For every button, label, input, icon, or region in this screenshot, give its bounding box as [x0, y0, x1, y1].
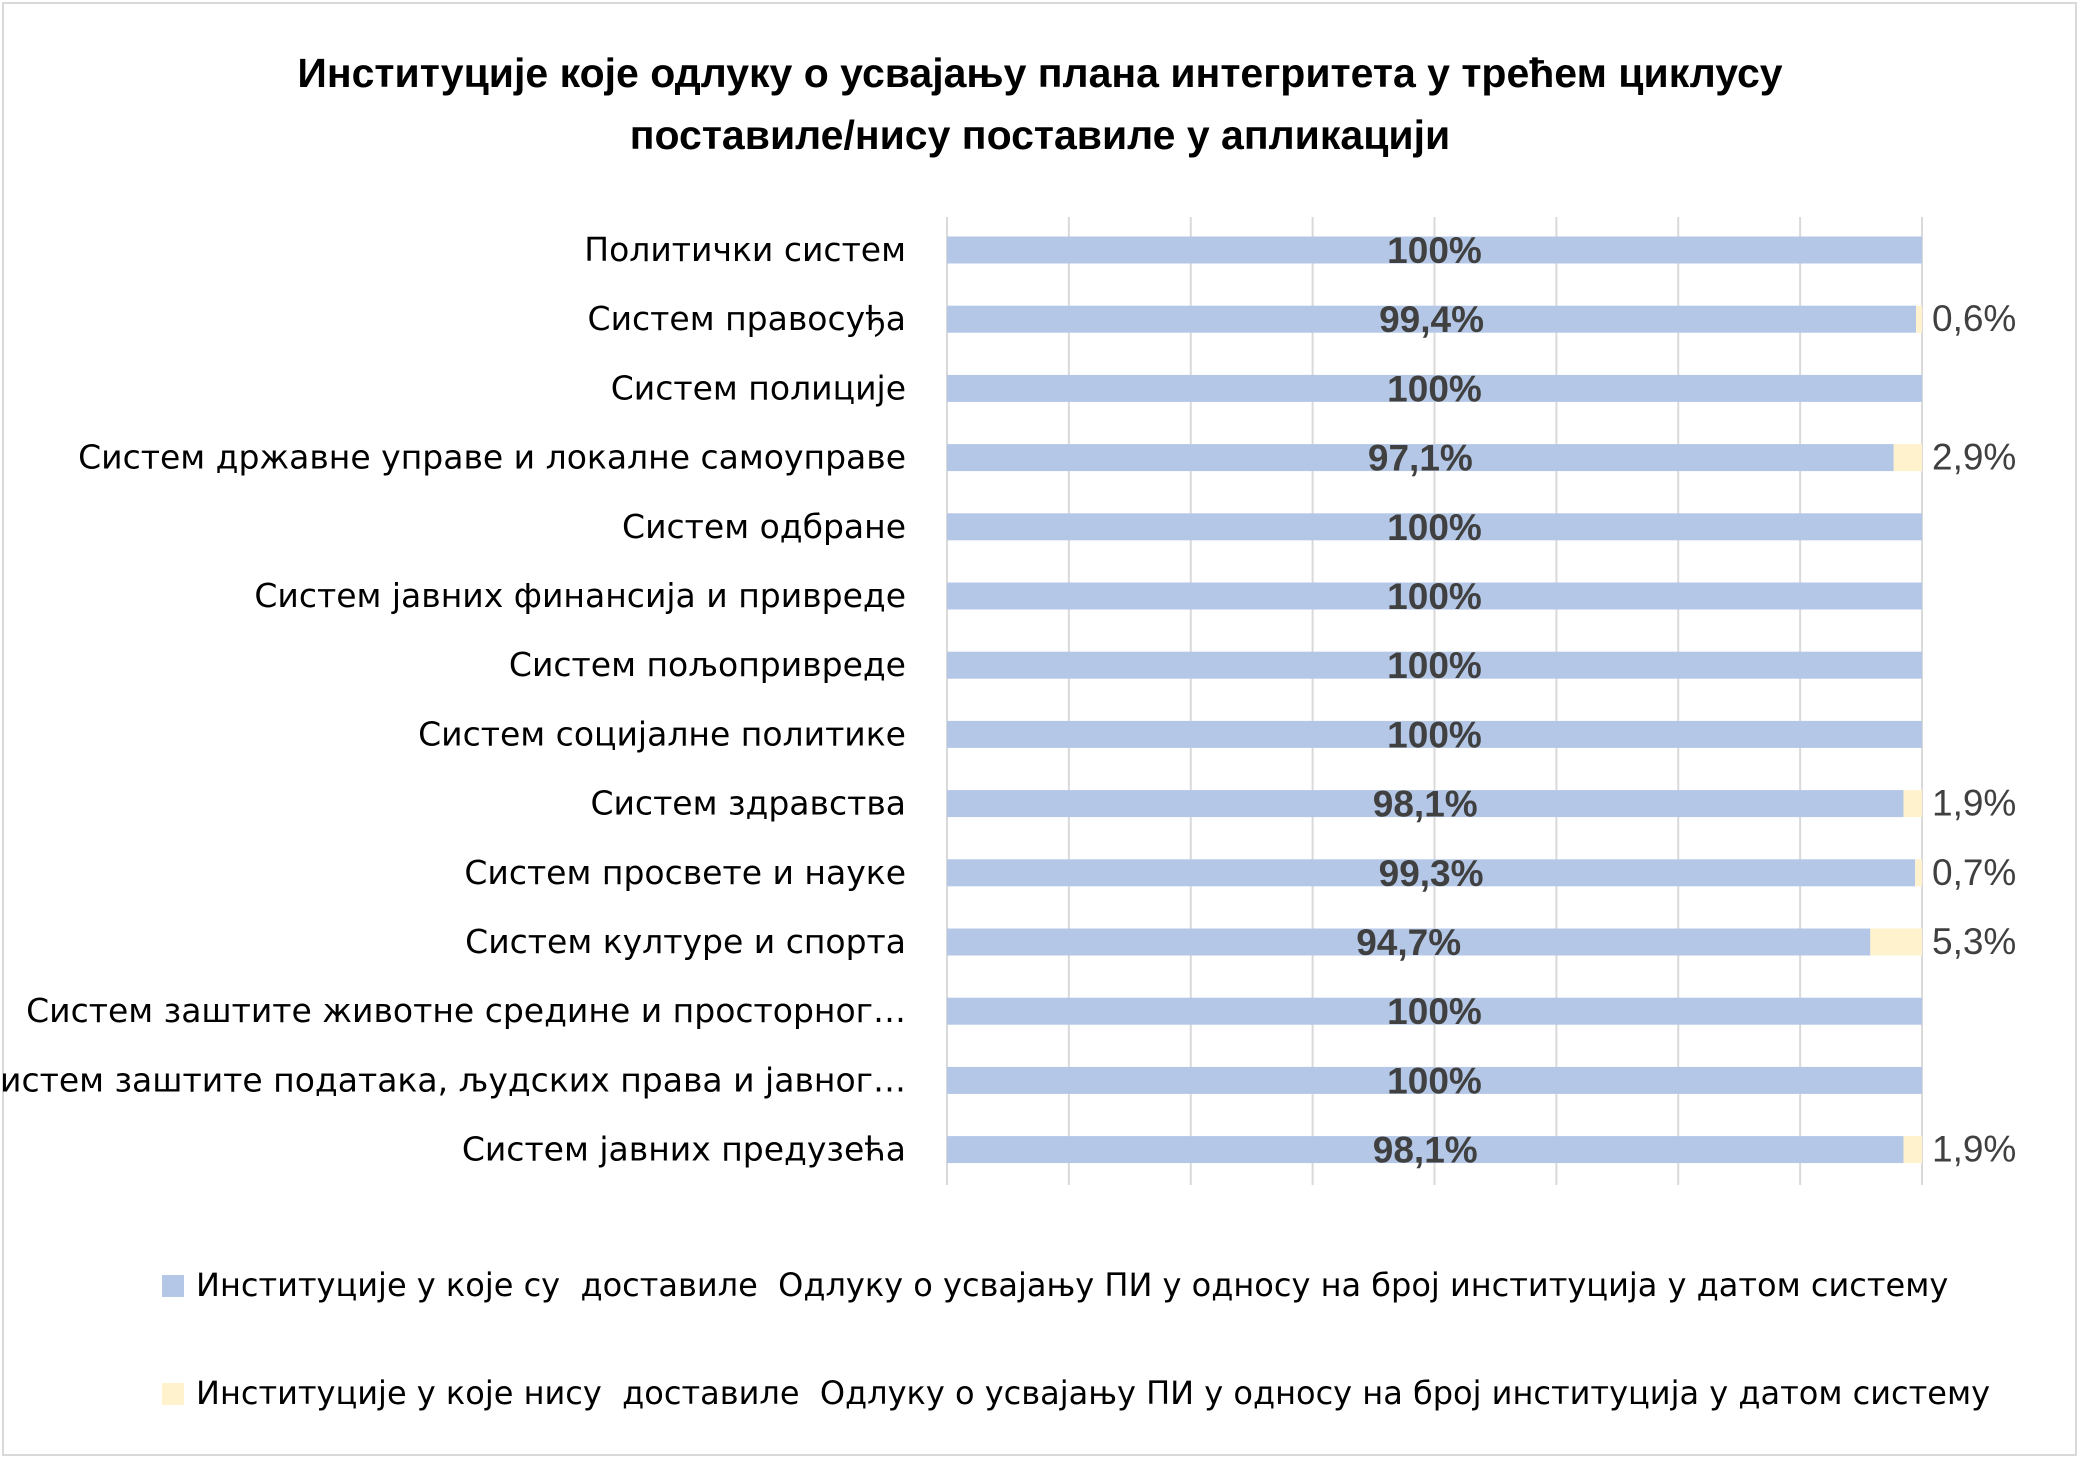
- legend-entry-2: Институције у које нису доставиле Одлуку…: [196, 1374, 1990, 1412]
- category-label-12: Систем заштите животне средине и простор…: [26, 991, 906, 1030]
- value-label-submitted-7: 100%: [1387, 645, 1482, 686]
- gridlines: [946, 217, 1923, 1185]
- bar-submitted-10: [947, 859, 1916, 887]
- bar-submitted-9: [947, 790, 1904, 818]
- category-label-4: Систем државне управе и локалне самоупра…: [78, 438, 906, 477]
- category-label-9: Систем здравства: [590, 784, 906, 823]
- category-label-5: Систем одбране: [622, 507, 906, 546]
- bar-submitted-3: [947, 374, 1922, 402]
- category-label-11: Систем културе и спорта: [465, 922, 906, 961]
- bar-submitted-6: [947, 582, 1922, 610]
- legend-entry-1: Институције у које су доставиле Одлуку о…: [196, 1266, 1948, 1304]
- category-label-6: Систем јавних финансија и привреде: [254, 576, 906, 615]
- bar-submitted-8: [947, 720, 1922, 748]
- value-label-submitted-6: 100%: [1387, 576, 1482, 617]
- bar-submitted-14: [947, 1136, 1904, 1164]
- category-label-14: Систем јавних предузећа: [462, 1130, 906, 1169]
- chart-title-line-2: поставиле/нису поставиле у апликацији: [630, 112, 1450, 158]
- value-label-not-submitted-14: 1,9%: [1932, 1129, 2016, 1170]
- legend: Институције у које су доставиле Одлуку о…: [162, 1266, 1990, 1412]
- value-label-not-submitted-9: 1,9%: [1932, 783, 2016, 824]
- value-label-submitted-12: 100%: [1387, 991, 1482, 1032]
- legend-swatch-2: [162, 1383, 184, 1405]
- category-label-3: Систем полиције: [611, 368, 906, 407]
- bar-not-submitted-9: [1903, 790, 1922, 818]
- bar-submitted-5: [947, 513, 1922, 541]
- value-label-submitted-3: 100%: [1387, 368, 1482, 409]
- chart-title-line-1: Институције које одлуку о усвајању плана…: [297, 50, 1782, 96]
- bars: [947, 236, 1922, 1164]
- value-label-submitted-8: 100%: [1387, 714, 1482, 755]
- bar-submitted-12: [947, 997, 1922, 1025]
- value-label-submitted-13: 100%: [1387, 1060, 1482, 1101]
- value-label-submitted-5: 100%: [1387, 507, 1482, 548]
- bar-not-submitted-10: [1915, 859, 1922, 887]
- bar-submitted-11: [947, 928, 1871, 956]
- bar-submitted-13: [947, 1066, 1922, 1094]
- bar-not-submitted-4: [1893, 444, 1922, 472]
- bar-submitted-7: [947, 651, 1922, 679]
- bar-submitted-1: [947, 236, 1922, 264]
- value-labels: 100% 99,4% 0,6% 100% 97,1% 2,9% 100% 100% 100% 10…: [1356, 230, 2016, 1171]
- category-label-8: Систем социјалне политике: [418, 714, 906, 753]
- category-label-2: Систем правосуђа: [588, 299, 906, 338]
- value-label-submitted-9: 98,1%: [1373, 784, 1478, 825]
- bar-not-submitted-2: [1916, 305, 1922, 333]
- value-label-submitted-11: 94,7%: [1356, 922, 1461, 963]
- bar-submitted-2: [947, 305, 1917, 333]
- category-label-7: Систем пољопривреде: [509, 645, 906, 684]
- category-label-1: Политички систем: [584, 230, 906, 269]
- value-label-submitted-2: 99,4%: [1379, 299, 1484, 340]
- value-label-submitted-1: 100%: [1387, 230, 1482, 271]
- bar-not-submitted-11: [1870, 928, 1922, 956]
- value-label-not-submitted-2: 0,6%: [1932, 298, 2016, 339]
- value-label-not-submitted-4: 2,9%: [1932, 437, 2016, 478]
- value-label-submitted-14: 98,1%: [1373, 1130, 1478, 1171]
- bar-not-submitted-14: [1903, 1136, 1922, 1164]
- category-labels: Политички систем Систем правосуђа Систем п…: [0, 230, 906, 1169]
- chart-title: Институције које одлуку о усвајању плана…: [297, 50, 1782, 158]
- legend-swatch-1: [162, 1275, 184, 1297]
- category-label-13: Систем заштите података, људских права и…: [0, 1060, 906, 1099]
- value-label-submitted-4: 97,1%: [1368, 438, 1473, 479]
- value-label-submitted-10: 99,3%: [1379, 853, 1484, 894]
- value-label-not-submitted-11: 5,3%: [1932, 921, 2016, 962]
- value-label-not-submitted-10: 0,7%: [1932, 852, 2016, 893]
- bar-submitted-4: [947, 444, 1894, 472]
- category-label-10: Систем просвете и науке: [464, 853, 906, 892]
